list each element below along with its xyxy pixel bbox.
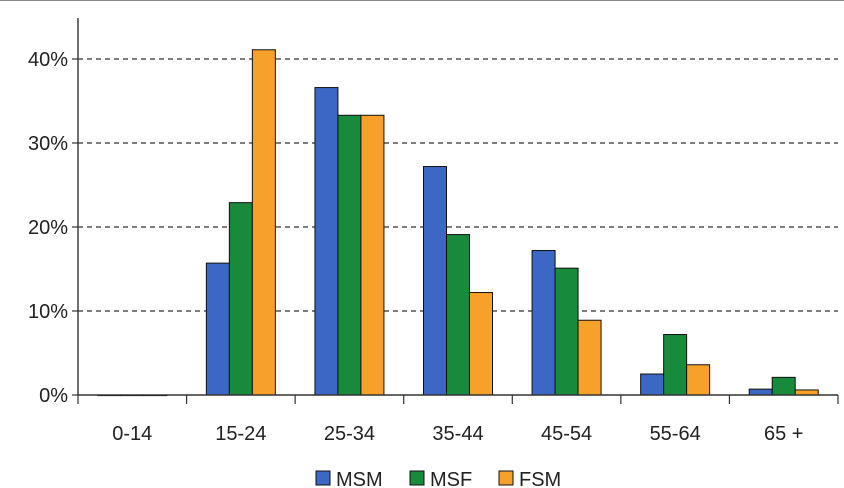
x-tick-label: 0-14: [112, 423, 152, 445]
bar-fsm-45-54: [577, 319, 602, 396]
bar-msm-55-64: [640, 373, 665, 396]
legend: MSM MSF FSM: [315, 469, 561, 488]
bar-msf-45-54: [554, 267, 579, 396]
legend-swatch-msm: [315, 470, 331, 486]
bar-msf-35-44: [446, 234, 470, 396]
x-tick-label: 25-34: [324, 423, 375, 445]
legend-swatch-fsm: [498, 470, 514, 486]
legend-label-fsm: FSM: [519, 469, 561, 488]
bar-msm-45-54: [531, 250, 556, 396]
y-tick-label: 10%: [28, 301, 68, 323]
bar-msm-15-24: [205, 262, 230, 396]
bar-fsm-25-34: [360, 114, 385, 396]
x-tick-label: 65 +: [764, 423, 803, 445]
x-tick-label: 55-64: [650, 423, 701, 445]
bar-fsm-65: [794, 389, 819, 396]
y-tick-labels: 0% 10% 20% 30% 40%: [28, 49, 68, 407]
legend-label-msm: MSM: [336, 469, 383, 488]
y-tick-label: 40%: [28, 49, 68, 71]
axes: [72, 18, 839, 404]
y-tick-label: 30%: [28, 133, 68, 155]
bar-msf-65: [771, 376, 796, 396]
bar-msm-35-44: [423, 166, 447, 396]
x-tick-label: 45-54: [541, 423, 592, 445]
bar-msf-55-64: [663, 334, 688, 396]
bars: [97, 49, 819, 397]
bar-msm-65: [748, 388, 773, 396]
bar-fsm-35-44: [469, 292, 493, 396]
x-tick-label: 15-24: [215, 423, 266, 445]
x-tick-labels: 0-14 15-24 25-34 35-44 45-54 55-64 65 +: [112, 423, 803, 445]
bar-msf-25-34: [337, 114, 362, 396]
legend-swatch-msf: [409, 470, 425, 486]
bar-msf-15-24: [228, 202, 253, 396]
x-tick-label: 35-44: [432, 423, 483, 445]
bar-fsm-15-24: [251, 49, 276, 396]
y-tick-label: 0%: [39, 385, 68, 407]
y-tick-label: 20%: [28, 217, 68, 239]
legend-label-msf: MSF: [430, 469, 472, 488]
bar-msm-25-34: [314, 87, 339, 396]
top-rule: [0, 0, 844, 1]
bar-fsm-55-64: [686, 364, 711, 396]
